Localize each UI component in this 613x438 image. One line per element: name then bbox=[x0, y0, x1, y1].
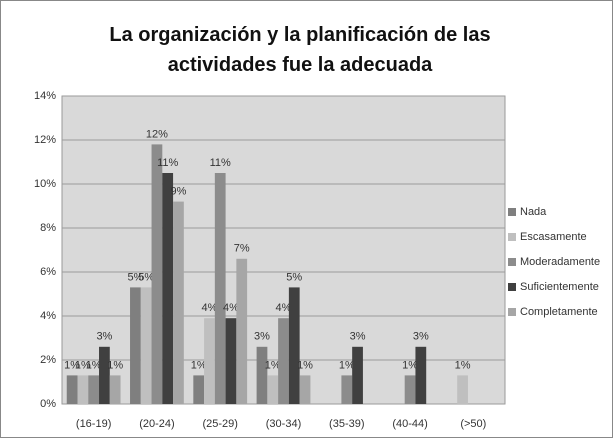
value-label: 5% bbox=[138, 271, 154, 283]
bar bbox=[109, 375, 121, 404]
bar bbox=[256, 346, 268, 404]
x-tick-label: (25-29) bbox=[202, 418, 237, 430]
bar bbox=[225, 318, 237, 404]
x-tick-label: (30-34) bbox=[266, 418, 301, 430]
chart-title: La organización y la planificación de la… bbox=[109, 24, 490, 76]
bar bbox=[99, 346, 110, 404]
value-label: 1% bbox=[265, 359, 281, 371]
value-label: 9% bbox=[170, 186, 186, 198]
y-tick-label: 10% bbox=[34, 178, 56, 190]
value-label: 5% bbox=[127, 271, 143, 283]
bar bbox=[457, 375, 468, 404]
y-tick-label: 0% bbox=[40, 398, 56, 410]
legend-swatch bbox=[508, 283, 516, 291]
bar bbox=[193, 375, 205, 404]
x-tick-label: (20-24) bbox=[139, 418, 174, 430]
bar bbox=[66, 375, 78, 404]
bar bbox=[288, 287, 300, 404]
bar bbox=[162, 173, 174, 404]
y-tick-label: 14% bbox=[34, 90, 56, 102]
y-tick-label: 8% bbox=[40, 222, 56, 234]
value-label: 4% bbox=[223, 302, 239, 314]
x-tick-label: (40-44) bbox=[392, 418, 427, 430]
value-label: 1% bbox=[402, 359, 418, 371]
value-label: 1% bbox=[75, 359, 91, 371]
value-label: 1% bbox=[107, 359, 123, 371]
legend-label: Escasamente bbox=[520, 231, 587, 243]
value-label: 3% bbox=[350, 331, 366, 343]
value-label: 1% bbox=[64, 359, 80, 371]
legend-label: Moderadamente bbox=[520, 256, 600, 268]
legend-swatch bbox=[508, 208, 516, 216]
bar bbox=[204, 318, 215, 404]
legend-label: Nada bbox=[520, 206, 547, 218]
y-tick-label: 2% bbox=[40, 354, 56, 366]
value-label: 5% bbox=[286, 271, 302, 283]
bar bbox=[341, 375, 353, 404]
bar bbox=[77, 375, 89, 404]
value-label: 1% bbox=[86, 359, 102, 371]
bar bbox=[214, 173, 226, 404]
value-label: 3% bbox=[413, 331, 429, 343]
value-label: 7% bbox=[234, 243, 250, 255]
x-tick-label: (35-39) bbox=[329, 418, 364, 430]
legend-label: Suficientemente bbox=[520, 281, 599, 293]
bar bbox=[352, 346, 363, 404]
legend-label: Completamente bbox=[520, 306, 598, 318]
bar bbox=[267, 375, 279, 404]
bar bbox=[299, 375, 311, 404]
x-tick-label: (16-19) bbox=[76, 418, 111, 430]
value-label: 1% bbox=[455, 359, 471, 371]
value-label: 12% bbox=[146, 128, 168, 140]
x-tick-label: (>50) bbox=[460, 418, 486, 430]
bar bbox=[88, 375, 100, 404]
value-label: 11% bbox=[157, 157, 178, 169]
bar bbox=[130, 287, 141, 404]
y-tick-label: 4% bbox=[40, 310, 56, 322]
bar bbox=[404, 375, 416, 404]
value-label: 3% bbox=[96, 331, 112, 343]
legend-swatch bbox=[508, 233, 516, 241]
legend-swatch bbox=[508, 308, 516, 316]
y-tick-label: 12% bbox=[34, 134, 56, 146]
value-label: 4% bbox=[202, 302, 218, 314]
value-label: 1% bbox=[297, 359, 313, 371]
bar bbox=[278, 318, 289, 404]
y-tick-label: 6% bbox=[40, 266, 56, 278]
bar bbox=[151, 144, 163, 404]
bar bbox=[415, 346, 427, 404]
value-label: 1% bbox=[339, 359, 355, 371]
value-label: 4% bbox=[276, 302, 292, 314]
bar bbox=[236, 258, 248, 404]
bar bbox=[173, 201, 184, 404]
value-label: 1% bbox=[191, 359, 207, 371]
value-label: 3% bbox=[254, 331, 270, 343]
bar bbox=[140, 287, 152, 404]
legend-swatch bbox=[508, 258, 516, 266]
value-label: 11% bbox=[210, 157, 231, 169]
